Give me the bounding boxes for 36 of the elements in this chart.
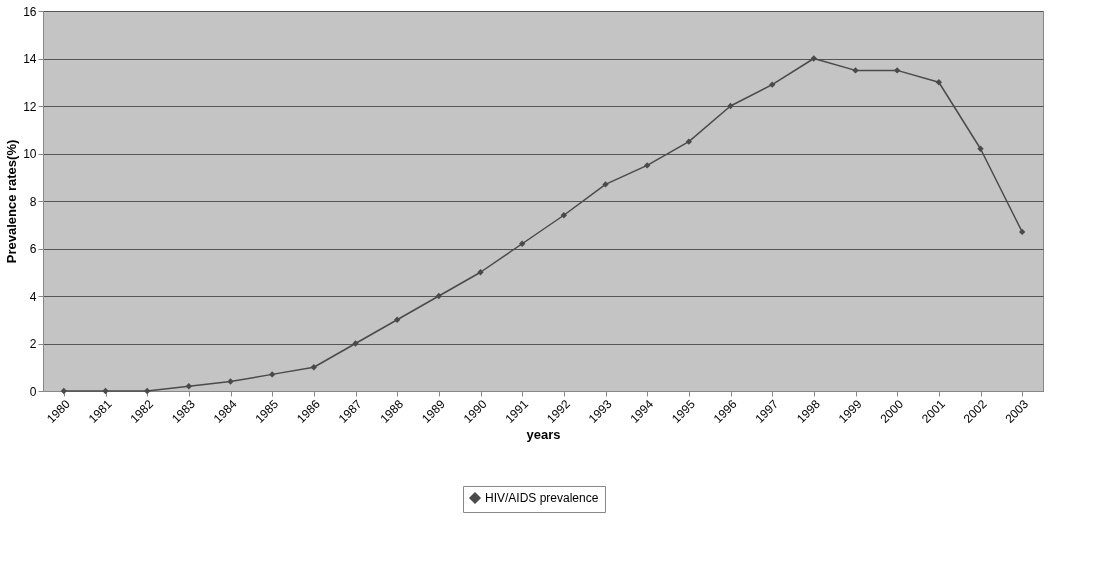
- y-tick-label: 8: [29, 194, 37, 209]
- point: [185, 383, 192, 390]
- point: [102, 387, 109, 395]
- point: [769, 81, 776, 88]
- point: [269, 371, 276, 378]
- y-tick-label: 16: [23, 4, 37, 19]
- y-tick-label: 4: [29, 289, 37, 304]
- point: [852, 67, 859, 74]
- point: [935, 79, 942, 86]
- point: [560, 212, 567, 219]
- y-tick-label: 12: [23, 99, 37, 114]
- point: [519, 240, 526, 247]
- y-tick-label: 14: [23, 52, 37, 66]
- x-axis-title: years: [526, 427, 561, 443]
- point: [685, 138, 692, 145]
- point: [144, 387, 151, 395]
- point: [435, 292, 442, 300]
- point: [810, 55, 817, 62]
- point: [352, 340, 359, 347]
- point: [310, 364, 317, 371]
- point: [394, 316, 401, 323]
- point: [227, 378, 234, 385]
- point: [727, 102, 734, 110]
- point: [60, 387, 67, 395]
- y-axis-title: Prevalence rates(%): [4, 139, 20, 264]
- point: [977, 145, 984, 152]
- point: [894, 67, 901, 74]
- y-tick-label: 6: [29, 242, 37, 256]
- y-tick-label: 2: [29, 337, 37, 351]
- legend-label: HIV/AIDS prevalence: [485, 491, 599, 505]
- y-tick-label: 10: [23, 147, 37, 161]
- point: [644, 162, 651, 169]
- point: [602, 181, 609, 188]
- point: [477, 269, 484, 276]
- y-tick-label: 0: [29, 384, 37, 399]
- point: [1019, 228, 1026, 236]
